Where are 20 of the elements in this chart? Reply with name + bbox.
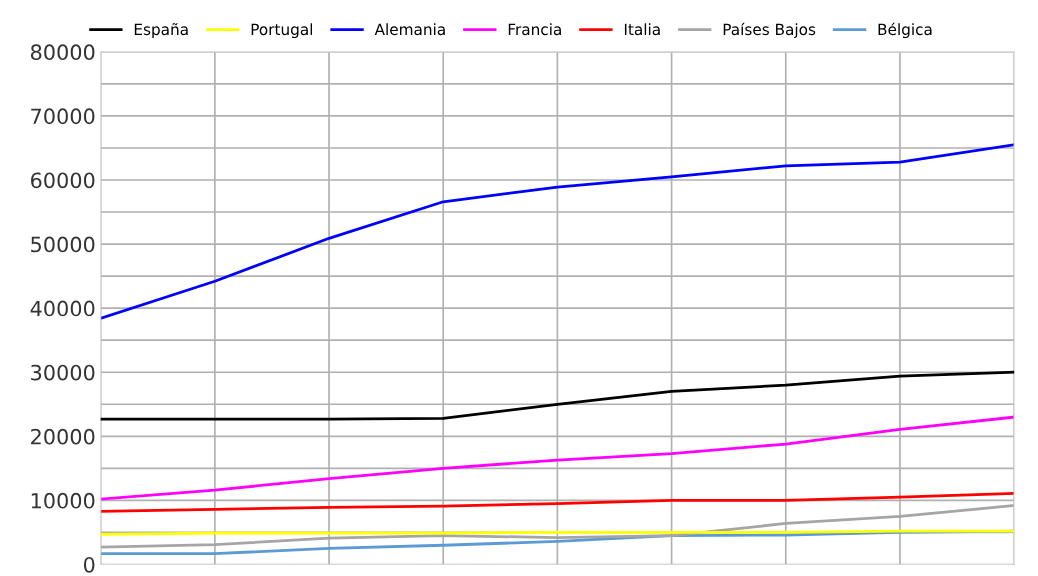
y-tick-label: 10000 (31, 492, 95, 509)
line-series (100, 370, 1015, 421)
y-tick-label: 80000 (30, 44, 95, 61)
y-tick-label: 50000 (31, 236, 95, 253)
line-series (100, 415, 1015, 501)
line-series (100, 491, 1015, 513)
y-tick-label: 0 (83, 556, 95, 573)
y-tick-label: 40000 (30, 300, 95, 317)
y-tick-label: 60000 (31, 172, 95, 189)
legend-label: Francia (508, 23, 561, 36)
legend-label: Países Bajos (723, 22, 816, 39)
legend-label: España (134, 23, 188, 39)
legend-label: Bélgica (878, 22, 932, 39)
y-tick-label: 20000 (31, 428, 95, 445)
line-series (100, 143, 1015, 320)
y-tick-label: 70000 (31, 108, 95, 125)
legend-label: Alemania (374, 23, 445, 36)
legend-label: Italia (624, 23, 660, 36)
legend-label: Portugal (251, 23, 313, 39)
y-tick-label: 30000 (31, 364, 95, 381)
